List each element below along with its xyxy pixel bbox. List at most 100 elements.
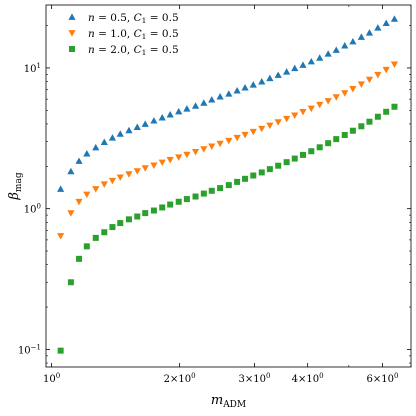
data-point (191, 102, 200, 109)
data-point (332, 46, 340, 53)
data-point (332, 94, 340, 101)
data-point (183, 105, 191, 112)
data-point (258, 169, 265, 176)
data-point (108, 134, 117, 141)
data-point (324, 98, 332, 105)
legend: n = 0.5, C1 = 0.5 n = 1.0, C1 = 0.5 n = 2.… (68, 12, 179, 57)
data-point (382, 66, 390, 74)
data-point (383, 108, 390, 115)
data-point (141, 120, 149, 127)
data-point (134, 213, 141, 220)
data-point (92, 186, 100, 193)
data-point (274, 119, 282, 126)
data-point (158, 113, 166, 121)
data-point (241, 83, 249, 91)
data-point (275, 162, 282, 169)
data-point (108, 177, 117, 185)
data-point (242, 175, 249, 182)
data-point (67, 279, 74, 286)
data-point (101, 229, 108, 236)
x-tick-label: 6×100 (367, 372, 399, 385)
y-tick-label: 100 (24, 203, 41, 216)
data-point (92, 234, 99, 241)
y-tick-label: 10−1 (18, 343, 41, 356)
data-point (208, 96, 216, 103)
legend-marker (68, 13, 76, 20)
data-point (116, 130, 124, 137)
series-2.0 (57, 103, 398, 354)
data-point (241, 131, 249, 139)
data-point (57, 185, 65, 192)
data-point (390, 15, 399, 22)
data-point (200, 146, 208, 153)
data-point (133, 168, 141, 175)
data-point (341, 131, 348, 138)
y-axis-label: βmag (7, 172, 24, 200)
data-point (75, 198, 83, 206)
data-point (100, 181, 108, 188)
data-point (166, 157, 174, 164)
data-point (283, 115, 291, 123)
data-point (266, 166, 273, 173)
data-point (307, 105, 315, 113)
data-point (216, 93, 224, 100)
x-tick-label: 2×100 (164, 372, 196, 385)
data-point (258, 77, 266, 85)
data-point (250, 172, 257, 179)
data-point (357, 81, 365, 88)
data-markers (57, 15, 399, 354)
y-tick-label: 101 (24, 62, 41, 75)
data-point (175, 107, 183, 115)
x-tick-label: 3×100 (239, 372, 271, 385)
data-point (200, 99, 208, 106)
data-point (274, 71, 282, 78)
plot-frame (45, 4, 412, 368)
plot-area (45, 4, 412, 368)
data-point (266, 74, 274, 82)
data-point (92, 143, 100, 151)
x-axis-label: mADM (211, 393, 246, 410)
data-point (208, 143, 216, 150)
legend-label: n = 0.5, C1 = 0.5 (88, 12, 179, 25)
data-point (225, 182, 232, 189)
data-point (225, 90, 233, 97)
data-point (308, 148, 315, 155)
axis-labels: mADM βmag (7, 172, 246, 410)
data-point (316, 54, 324, 61)
data-point (349, 37, 357, 45)
data-point (191, 149, 200, 156)
data-point (125, 126, 133, 134)
data-point (125, 171, 133, 178)
data-point (208, 187, 215, 194)
data-point (76, 255, 83, 262)
data-point (233, 134, 241, 142)
data-point (150, 207, 157, 214)
x-tick-label: 4×100 (292, 372, 324, 385)
data-point (175, 154, 183, 161)
data-point (357, 33, 365, 40)
data-point (374, 113, 381, 120)
x-axis: 100 2×100 3×100 4×100 6×100 (43, 5, 412, 385)
data-point (365, 76, 374, 84)
data-point (133, 123, 141, 130)
data-point (358, 123, 365, 130)
data-point (83, 243, 90, 250)
legend-marker (69, 46, 75, 52)
x-tick-label: 100 (43, 372, 60, 385)
series-0.5 (57, 15, 399, 192)
data-point (291, 64, 299, 72)
data-point (307, 57, 315, 65)
data-point (390, 61, 399, 68)
data-point (283, 159, 290, 166)
data-point (233, 87, 241, 94)
data-point (349, 85, 357, 93)
data-point (283, 68, 291, 75)
data-point (365, 29, 374, 36)
data-point (183, 151, 191, 159)
data-point (167, 201, 174, 208)
data-point (175, 198, 182, 205)
data-point (57, 347, 64, 354)
data-point (266, 122, 274, 130)
data-point (75, 157, 83, 164)
data-point (258, 125, 266, 133)
